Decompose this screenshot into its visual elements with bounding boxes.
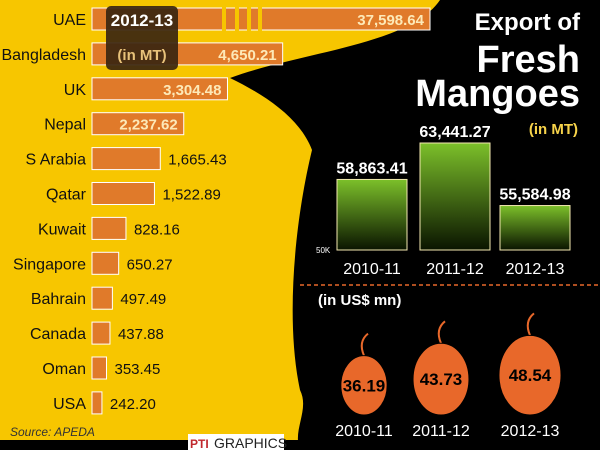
value-label: 353.45: [114, 361, 160, 378]
mango-stem-icon: [360, 332, 369, 357]
mango-year-label: 2012-13: [501, 423, 560, 440]
mango-icon: [412, 342, 470, 416]
mango-value-label: 48.54: [509, 366, 552, 385]
year-bar: [499, 205, 571, 251]
title-line: Export of: [475, 9, 581, 36]
year-badge-unit: (in MT): [117, 47, 166, 64]
year-label: 2011-12: [426, 261, 484, 278]
country-label: Canada: [30, 326, 86, 343]
value-label: 2,237.62: [119, 117, 177, 134]
mango-stem-icon: [437, 320, 446, 344]
unit-label: (in MT): [529, 121, 578, 138]
country-label: UAE: [53, 12, 86, 29]
axis-break-mark: [258, 7, 262, 31]
value-label: 37,598.64: [357, 12, 424, 29]
value-label: 650.27: [127, 256, 173, 273]
country-label: UK: [64, 82, 87, 99]
country-label: Singapore: [13, 256, 86, 273]
title-line: Fresh: [477, 39, 580, 81]
bar-value-label: 63,441.27: [419, 124, 490, 141]
bar-bahrain: [91, 286, 113, 310]
bar-value-label: 55,584.98: [499, 187, 570, 204]
bottom-strip: [0, 440, 600, 450]
bar-singapore: [91, 251, 120, 275]
year-badge: [106, 6, 178, 70]
bar-usa: [91, 391, 103, 415]
value-label: 1,522.89: [162, 187, 220, 204]
mango-stem-icon: [526, 312, 535, 336]
axis-break-mark: [247, 7, 251, 31]
pti-logo: PTI: [190, 437, 209, 450]
country-label: Bangladesh: [1, 47, 86, 64]
year-bar: [336, 178, 408, 251]
country-label: USA: [53, 396, 86, 413]
country-label: Kuwait: [38, 221, 87, 238]
country-label: Oman: [42, 361, 86, 378]
year-label: 2012-13: [506, 261, 565, 278]
axis-break-mark: [235, 7, 239, 31]
bar-uk: [91, 77, 228, 101]
mango-icon: [340, 355, 388, 416]
year-badge-title: 2012-13: [111, 11, 173, 30]
source-note: Source: APEDA: [10, 425, 95, 439]
country-label: Qatar: [46, 187, 87, 204]
country-label: Nepal: [44, 117, 86, 134]
value-label: 4,650.21: [218, 47, 276, 64]
bar-s-arabia: [91, 147, 161, 171]
value-label: 1,665.43: [168, 152, 226, 169]
bar-qatar: [91, 182, 155, 205]
bar-nepal: [91, 112, 185, 136]
bar-oman: [91, 356, 107, 380]
mango-value-label: 36.19: [343, 376, 386, 395]
bar-canada: [91, 321, 111, 345]
axis-break-mark: [222, 7, 226, 31]
value-label: 437.88: [118, 326, 164, 343]
baseline-label: 50K: [316, 246, 331, 255]
credit-text: GRAPHICS: [214, 435, 287, 450]
mango-icon: [498, 334, 562, 416]
black-background: [230, 0, 600, 450]
mango-unit-label: (in US$ mn): [318, 292, 401, 309]
mango-value-label: 43.73: [420, 370, 463, 389]
value-label: 497.49: [120, 291, 166, 308]
bar-kuwait: [91, 216, 127, 240]
mango-year-label: 2011-12: [412, 423, 470, 440]
country-label: S Arabia: [26, 152, 87, 169]
value-label: 242.20: [110, 396, 156, 413]
credit-box: [188, 434, 284, 450]
country-label: Bahrain: [31, 291, 86, 308]
year-label: 2010-11: [343, 261, 401, 278]
title-line: Mangoes: [415, 73, 580, 115]
year-bar: [419, 142, 491, 251]
mango-year-label: 2010-11: [335, 423, 393, 440]
value-label: 3,304.48: [163, 82, 221, 99]
bar-value-label: 58,863.41: [336, 160, 407, 177]
value-label: 828.16: [134, 221, 180, 238]
